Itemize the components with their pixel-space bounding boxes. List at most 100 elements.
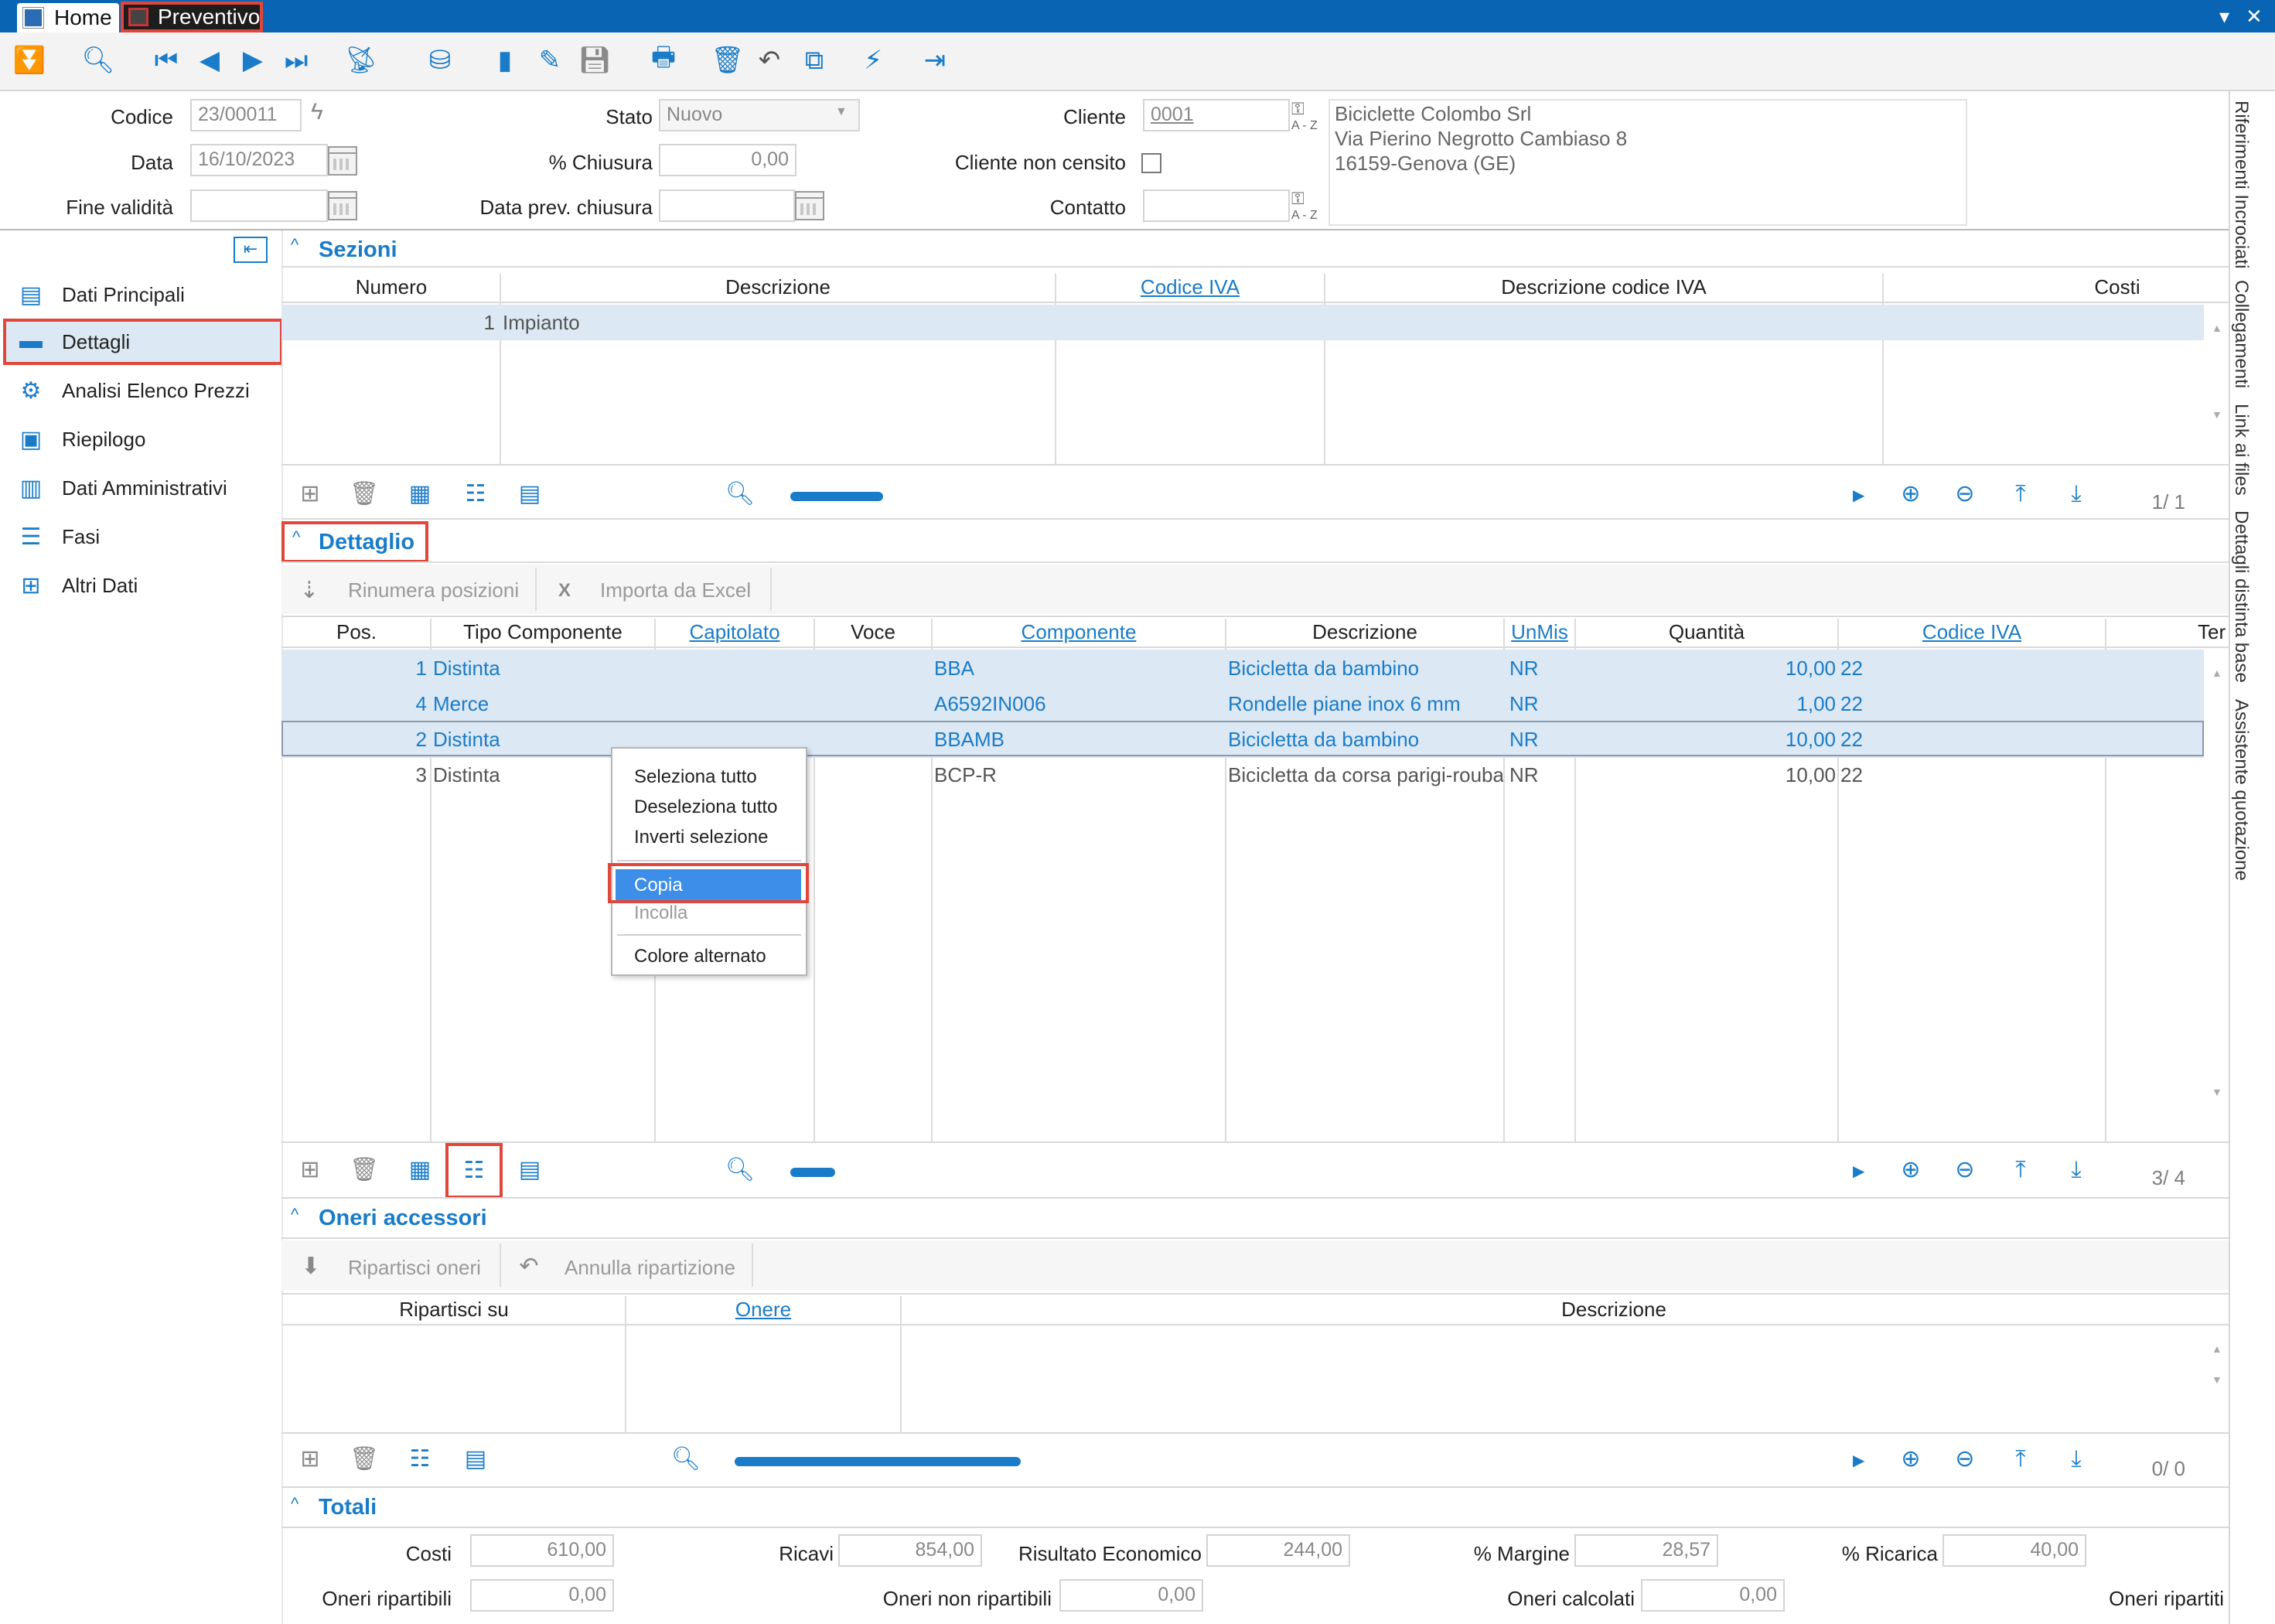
margine-field[interactable]: 28,57 bbox=[1574, 1534, 1718, 1567]
tab-home[interactable]: Home bbox=[17, 3, 119, 32]
edit-icon[interactable]: ✎ bbox=[538, 46, 561, 75]
scroll-down-icon[interactable]: ▼ bbox=[2212, 408, 2222, 421]
fine-validita-field[interactable] bbox=[190, 189, 328, 222]
table-row[interactable]: 1 Impianto bbox=[281, 305, 2204, 340]
satellite-icon[interactable]: 📡︎ bbox=[344, 46, 378, 75]
tab-riferimenti-incrociati[interactable]: Riferimenti Incrociati bbox=[2231, 101, 2252, 269]
data-prev-chiusura-field[interactable] bbox=[659, 189, 795, 222]
collapse-caret-icon[interactable]: ^ bbox=[291, 1205, 299, 1224]
move-top-icon[interactable]: ⤒ bbox=[2015, 481, 2026, 507]
window-menu-dropdown[interactable]: ▾ bbox=[2219, 5, 2230, 28]
list-view-icon[interactable]: ☷ bbox=[445, 1143, 503, 1199]
data-field[interactable]: 16/10/2023 bbox=[190, 144, 328, 176]
stato-select[interactable]: Nuovo bbox=[659, 99, 860, 131]
search-icon[interactable]: 🔍︎ bbox=[81, 46, 115, 75]
copy-icon[interactable]: ⧉ bbox=[804, 45, 824, 75]
search-icon[interactable]: 🔍︎ bbox=[670, 1446, 701, 1472]
print-icon[interactable]: 🖶 bbox=[650, 42, 677, 72]
column-header-descrizione[interactable]: Descrizione bbox=[1312, 620, 1417, 643]
zoom-in-icon[interactable]: ⊕ bbox=[1901, 1157, 1921, 1182]
risultato-economico-field[interactable]: 244,00 bbox=[1206, 1534, 1350, 1567]
scroll-right-icon[interactable]: ▶ bbox=[1853, 487, 1865, 504]
tab-dettagli-distinta-base[interactable]: Dettagli distinta base bbox=[2231, 510, 2252, 683]
menu-item-seleziona-tutto[interactable]: Seleziona tutto bbox=[634, 766, 757, 787]
lightning-icon[interactable]: ⚡︎ bbox=[864, 46, 882, 75]
move-bottom-icon[interactable]: ⤓ bbox=[2071, 1157, 2082, 1182]
table-row[interactable]: 4 Merce A6592IN006 Rondelle piane inox 6… bbox=[281, 687, 2204, 721]
new-document-icon[interactable]: ▮ bbox=[497, 46, 513, 75]
horizontal-scrollbar[interactable] bbox=[735, 1457, 1021, 1466]
table-row[interactable]: 2 Distinta BBAMB Bicicletta da bambino N… bbox=[281, 722, 2204, 756]
sidebar-item-fasi[interactable]: ☰ Fasi bbox=[3, 517, 281, 556]
collapse-icon[interactable]: ⏬ bbox=[12, 46, 46, 75]
last-record-icon[interactable]: ⏭ bbox=[284, 45, 309, 75]
column-header-codice-iva[interactable]: Codice IVA bbox=[1140, 275, 1240, 299]
list-view-icon[interactable]: ☷ bbox=[409, 1446, 431, 1472]
sidebar-item-dettagli[interactable]: ▬ Dettagli bbox=[3, 319, 283, 365]
move-top-icon[interactable]: ⤒ bbox=[2015, 1446, 2026, 1472]
tab-link-ai-files[interactable]: Link ai files bbox=[2231, 404, 2252, 496]
column-header-descrizione-codice-iva[interactable]: Descrizione codice IVA bbox=[1501, 275, 1707, 299]
chevron-down-icon[interactable]: ▼ bbox=[835, 105, 848, 118]
collapse-caret-icon[interactable]: ^ bbox=[292, 527, 301, 547]
save-icon[interactable]: 💾︎ bbox=[578, 46, 612, 75]
cliente-field[interactable]: 0001 bbox=[1143, 99, 1290, 131]
codice-field[interactable]: 23/00011 bbox=[190, 99, 302, 131]
previous-record-icon[interactable]: ◀ bbox=[199, 46, 220, 75]
scroll-up-icon[interactable]: ▲ bbox=[2212, 667, 2222, 679]
oneri-ripartibili-field[interactable]: 0,00 bbox=[470, 1579, 614, 1612]
sidebar-item-riepilogo[interactable]: ▣ Riepilogo bbox=[3, 420, 281, 459]
oneri-non-ripartibili-field[interactable]: 0,00 bbox=[1059, 1579, 1203, 1612]
list-view-icon[interactable]: ☷ bbox=[465, 481, 486, 507]
sidebar-item-dati-amministrativi[interactable]: ▥ Dati Amministrativi bbox=[3, 469, 281, 507]
scroll-right-icon[interactable]: ▶ bbox=[1853, 1163, 1865, 1180]
oneri-calcolati-field[interactable]: 0,00 bbox=[1641, 1579, 1785, 1612]
zoom-out-icon[interactable]: ⊖ bbox=[1955, 481, 1975, 507]
zoom-in-icon[interactable]: ⊕ bbox=[1901, 1446, 1921, 1472]
zoom-out-icon[interactable]: ⊖ bbox=[1955, 1446, 1975, 1472]
delete-row-icon[interactable]: 🗑︎ bbox=[349, 481, 380, 507]
menu-item-inverti-selezione[interactable]: Inverti selezione bbox=[634, 827, 769, 848]
ripartisci-oneri-button[interactable]: Ripartisci oneri bbox=[348, 1256, 481, 1279]
tab-collegamenti[interactable]: Collegamenti bbox=[2231, 280, 2252, 389]
undo-icon[interactable]: ↶ bbox=[758, 46, 781, 75]
exit-icon[interactable]: ⇥ bbox=[923, 46, 946, 75]
move-top-icon[interactable]: ⤒ bbox=[2015, 1157, 2026, 1182]
move-bottom-icon[interactable]: ⤓ bbox=[2071, 481, 2082, 507]
sidebar-item-analisi-elenco-prezzi[interactable]: ⚙ Analisi Elenco Prezzi bbox=[3, 371, 281, 410]
importa-da-excel-button[interactable]: Importa da Excel bbox=[600, 578, 752, 602]
horizontal-scrollbar[interactable] bbox=[790, 1168, 835, 1177]
column-header-costi[interactable]: Costi bbox=[2094, 275, 2140, 299]
zoom-in-icon[interactable]: ⊕ bbox=[1901, 481, 1921, 507]
detail-view-icon[interactable]: ▤ bbox=[518, 481, 541, 507]
rinumera-posizioni-button[interactable]: Rinumera posizioni bbox=[348, 578, 520, 602]
menu-item-copia[interactable]: Copia bbox=[616, 869, 801, 902]
grid-view-icon[interactable]: ▦ bbox=[408, 481, 431, 507]
sidebar-item-dati-principali[interactable]: ▤ Dati Principali bbox=[3, 275, 281, 314]
contatto-field[interactable] bbox=[1143, 189, 1290, 222]
ricarica-field[interactable]: 40,00 bbox=[1942, 1534, 2086, 1567]
calendar-icon[interactable] bbox=[328, 191, 357, 220]
scroll-down-icon[interactable]: ▼ bbox=[2212, 1086, 2222, 1098]
add-row-icon[interactable]: ⊞ bbox=[300, 1446, 320, 1472]
detail-view-icon[interactable]: ▤ bbox=[518, 1157, 541, 1182]
lightning-small-icon[interactable]: ϟ bbox=[311, 99, 323, 125]
column-header-codice-iva[interactable]: Codice IVA bbox=[1922, 620, 2022, 643]
annulla-ripartizione-button[interactable]: Annulla ripartizione bbox=[564, 1256, 736, 1279]
menu-item-deseleziona-tutto[interactable]: Deseleziona tutto bbox=[634, 797, 778, 817]
calendar-icon[interactable] bbox=[795, 191, 824, 220]
move-bottom-icon[interactable]: ⤓ bbox=[2071, 1446, 2082, 1472]
search-icon[interactable]: 🔍︎ bbox=[725, 481, 755, 507]
ricavi-field[interactable]: 854,00 bbox=[838, 1534, 982, 1567]
detail-view-icon[interactable]: ▤ bbox=[464, 1446, 487, 1472]
window-close-button[interactable]: ✕ bbox=[2246, 5, 2263, 28]
column-header-ter[interactable]: Ter bbox=[2198, 620, 2226, 643]
menu-item-incolla[interactable]: Incolla bbox=[634, 902, 688, 923]
column-header-componente[interactable]: Componente bbox=[1021, 620, 1137, 643]
scroll-right-icon[interactable]: ▶ bbox=[1853, 1452, 1865, 1469]
horizontal-scrollbar[interactable] bbox=[790, 492, 883, 501]
add-row-icon[interactable]: ⊞ bbox=[300, 1157, 320, 1182]
database-icon[interactable]: ⛁ bbox=[428, 46, 452, 75]
sidebar-toggle-icon[interactable]: ⇤ bbox=[234, 237, 268, 263]
column-header-ripartisci-su[interactable]: Ripartisci su bbox=[399, 1298, 509, 1321]
